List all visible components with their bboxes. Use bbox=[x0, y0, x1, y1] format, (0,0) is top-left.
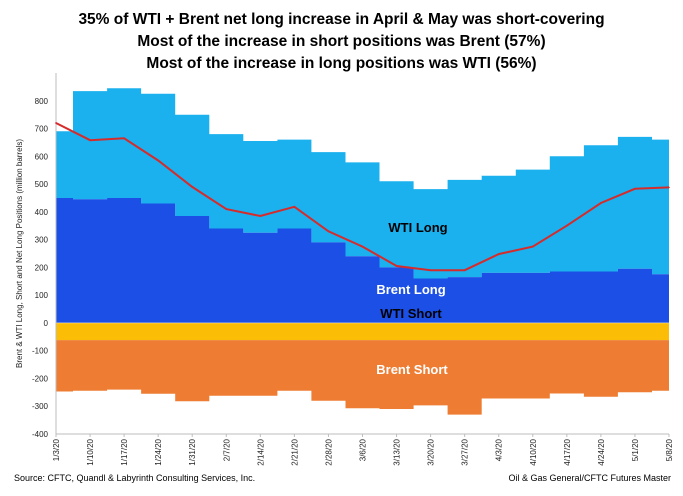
y-tick-label: 500 bbox=[35, 180, 49, 189]
y-tick-label: 700 bbox=[35, 125, 49, 134]
wti-short-area bbox=[56, 322, 669, 341]
chart-title-line-2: Most of the increase in short positions … bbox=[137, 33, 546, 50]
x-tick-label: 1/31/20 bbox=[188, 438, 197, 465]
x-tick-label: 2/21/20 bbox=[290, 438, 299, 465]
y-tick-label: 600 bbox=[35, 152, 49, 161]
x-tick-label: 5/8/20 bbox=[665, 438, 674, 461]
watermark: artberman.com bbox=[270, 88, 498, 121]
y-tick-label: -300 bbox=[32, 402, 49, 411]
net-long-point bbox=[497, 253, 500, 255]
net-long-point bbox=[55, 122, 57, 124]
x-tick-label: 1/3/20 bbox=[52, 438, 61, 461]
net-long-point bbox=[668, 186, 670, 189]
y-tick-label: -200 bbox=[32, 374, 49, 383]
brent-long-area bbox=[56, 198, 669, 323]
net-long-point bbox=[429, 269, 432, 271]
net-long-point bbox=[157, 159, 159, 162]
source-note: Source: CFTC, Quandl & Labyrinth Consult… bbox=[14, 473, 256, 483]
y-tick-label: 400 bbox=[35, 208, 49, 217]
y-tick-label: 300 bbox=[35, 236, 49, 245]
chart-title-line-1: 35% of WTI + Brent net long increase in … bbox=[78, 11, 605, 28]
y-tick-label: 200 bbox=[35, 263, 49, 272]
x-tick-label: 1/17/20 bbox=[120, 438, 129, 465]
wti-long-label: WTI Long bbox=[388, 220, 447, 235]
x-tick-label: 1/10/20 bbox=[86, 438, 95, 465]
x-tick-label: 3/13/20 bbox=[393, 438, 402, 465]
brent-short-area bbox=[56, 340, 669, 415]
y-tick-label: 100 bbox=[35, 291, 49, 300]
net-long-point bbox=[293, 206, 296, 208]
brent-long-label: Brent Long bbox=[376, 282, 445, 297]
x-tick-label: 5/1/20 bbox=[631, 438, 640, 461]
net-long-point bbox=[395, 265, 398, 267]
chart-title-line-3: Most of the increase in long positions w… bbox=[146, 55, 537, 72]
y-axis-label: Brent & WTI Long, Short and Net Long Pos… bbox=[15, 139, 24, 368]
x-tick-label: 4/10/20 bbox=[529, 438, 538, 465]
net-long-point bbox=[566, 224, 568, 227]
wti-short-label: WTI Short bbox=[380, 306, 442, 321]
x-tick-label: 1/24/20 bbox=[154, 438, 163, 465]
net-long-point bbox=[123, 137, 125, 140]
x-tick-label: 3/27/20 bbox=[461, 438, 470, 465]
x-tick-label: 2/7/20 bbox=[222, 438, 231, 461]
x-tick-label: 4/24/20 bbox=[597, 438, 606, 465]
y-tick-label: 0 bbox=[44, 319, 49, 328]
x-tick-label: 3/6/20 bbox=[359, 438, 368, 461]
y-tick-label: -100 bbox=[32, 347, 49, 356]
net-long-point bbox=[89, 139, 91, 142]
x-tick-label: 3/20/20 bbox=[427, 438, 436, 465]
y-tick-label: 800 bbox=[35, 97, 49, 106]
net-long-point bbox=[327, 230, 330, 233]
credit-note: Oil & Gas General/CFTC Futures Master bbox=[508, 473, 671, 483]
wti-long-area bbox=[56, 88, 669, 279]
y-tick-label: -400 bbox=[32, 430, 49, 439]
x-tick-label: 2/14/20 bbox=[256, 438, 265, 465]
net-long-point bbox=[361, 245, 364, 248]
net-long-point bbox=[259, 215, 262, 217]
net-long-point bbox=[225, 208, 228, 210]
net-long-point bbox=[531, 245, 534, 248]
brent-short-label: Brent Short bbox=[376, 362, 448, 377]
x-tick-label: 4/17/20 bbox=[563, 438, 572, 465]
x-tick-label: 2/28/20 bbox=[324, 438, 333, 465]
net-long-point bbox=[600, 202, 602, 204]
net-long-point bbox=[191, 186, 194, 188]
x-tick-label: 4/3/20 bbox=[495, 438, 504, 461]
net-long-point bbox=[463, 269, 466, 271]
net-long-point bbox=[634, 187, 636, 190]
